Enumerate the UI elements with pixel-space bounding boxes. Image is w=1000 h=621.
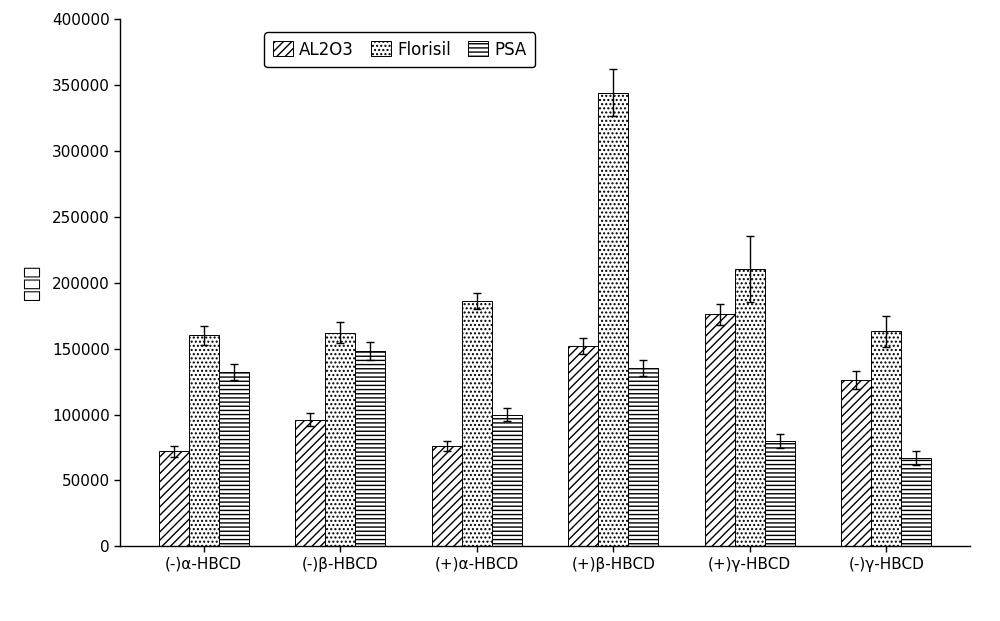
Bar	[841, 380, 871, 546]
Bar	[735, 270, 765, 546]
Bar	[492, 415, 522, 546]
Bar	[295, 420, 325, 546]
Bar	[871, 332, 901, 546]
Legend: AL2O3, Florisil, PSA: AL2O3, Florisil, PSA	[264, 32, 535, 67]
Bar	[432, 446, 462, 546]
Bar	[189, 335, 219, 546]
Bar	[568, 346, 598, 546]
Bar	[462, 301, 492, 546]
Bar	[901, 458, 931, 546]
Bar	[159, 451, 189, 546]
Bar	[355, 351, 385, 546]
Bar	[705, 314, 735, 546]
Bar	[219, 372, 249, 546]
Bar	[325, 333, 355, 546]
Bar	[598, 93, 628, 546]
Bar	[628, 368, 658, 546]
Bar	[765, 441, 795, 546]
Y-axis label: 峰面积: 峰面积	[22, 265, 41, 300]
